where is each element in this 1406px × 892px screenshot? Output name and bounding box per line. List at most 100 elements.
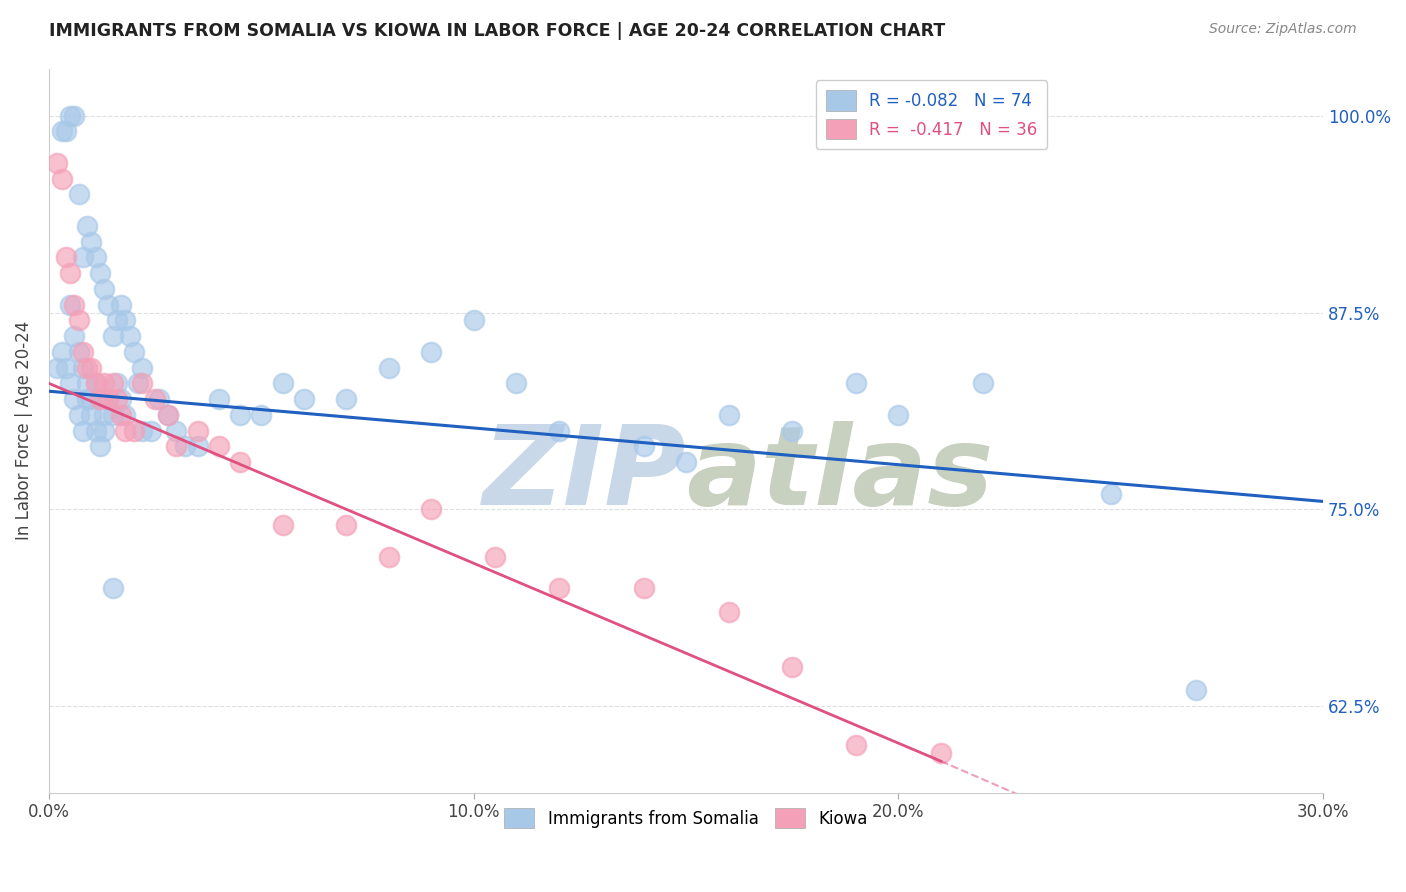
Point bbox=[63, 329, 86, 343]
Point bbox=[377, 360, 399, 375]
Point bbox=[887, 408, 910, 422]
Point bbox=[271, 518, 294, 533]
Point bbox=[845, 376, 868, 391]
Point bbox=[89, 392, 111, 406]
Point bbox=[67, 408, 90, 422]
Point bbox=[143, 392, 166, 406]
Point bbox=[51, 171, 73, 186]
Point bbox=[335, 392, 357, 406]
Text: atlas: atlas bbox=[686, 420, 994, 527]
Point bbox=[46, 156, 69, 170]
Point bbox=[271, 376, 294, 391]
Point bbox=[1184, 683, 1206, 698]
Point bbox=[84, 376, 107, 391]
Point bbox=[114, 313, 136, 327]
Point bbox=[89, 392, 111, 406]
Point bbox=[780, 424, 803, 438]
Point bbox=[84, 424, 107, 438]
Point bbox=[780, 659, 803, 673]
Point bbox=[76, 360, 98, 375]
Point bbox=[63, 109, 86, 123]
Point bbox=[97, 298, 120, 312]
Point bbox=[131, 376, 153, 391]
Point bbox=[59, 376, 82, 391]
Point bbox=[97, 392, 120, 406]
Point bbox=[118, 329, 141, 343]
Point bbox=[187, 424, 209, 438]
Point bbox=[139, 424, 162, 438]
Point bbox=[93, 282, 115, 296]
Point bbox=[187, 439, 209, 453]
Point bbox=[105, 376, 128, 391]
Point bbox=[72, 344, 94, 359]
Point bbox=[717, 605, 740, 619]
Point bbox=[80, 392, 103, 406]
Point bbox=[292, 392, 315, 406]
Point bbox=[67, 313, 90, 327]
Point bbox=[633, 581, 655, 595]
Point bbox=[131, 424, 153, 438]
Point bbox=[93, 408, 115, 422]
Point bbox=[101, 376, 124, 391]
Point bbox=[127, 376, 149, 391]
Point bbox=[59, 109, 82, 123]
Point bbox=[51, 344, 73, 359]
Point bbox=[80, 235, 103, 249]
Point bbox=[229, 455, 252, 469]
Point bbox=[101, 581, 124, 595]
Point bbox=[156, 408, 179, 422]
Point bbox=[105, 313, 128, 327]
Point bbox=[173, 439, 195, 453]
Point bbox=[80, 408, 103, 422]
Point bbox=[122, 424, 145, 438]
Point bbox=[114, 408, 136, 422]
Point bbox=[229, 408, 252, 422]
Point bbox=[76, 392, 98, 406]
Point bbox=[420, 502, 443, 516]
Point bbox=[76, 219, 98, 233]
Point bbox=[717, 408, 740, 422]
Point bbox=[84, 251, 107, 265]
Point bbox=[845, 739, 868, 753]
Point bbox=[84, 376, 107, 391]
Point bbox=[156, 408, 179, 422]
Point bbox=[208, 392, 231, 406]
Text: ZIP: ZIP bbox=[482, 420, 686, 527]
Point bbox=[165, 424, 187, 438]
Point bbox=[208, 439, 231, 453]
Point bbox=[67, 187, 90, 202]
Point bbox=[250, 408, 273, 422]
Point bbox=[101, 329, 124, 343]
Point bbox=[148, 392, 170, 406]
Text: Source: ZipAtlas.com: Source: ZipAtlas.com bbox=[1209, 22, 1357, 37]
Point bbox=[420, 344, 443, 359]
Point bbox=[59, 266, 82, 280]
Point bbox=[547, 581, 569, 595]
Point bbox=[93, 376, 115, 391]
Point bbox=[335, 518, 357, 533]
Point bbox=[114, 424, 136, 438]
Point bbox=[633, 439, 655, 453]
Point bbox=[122, 344, 145, 359]
Point bbox=[72, 360, 94, 375]
Text: IMMIGRANTS FROM SOMALIA VS KIOWA IN LABOR FORCE | AGE 20-24 CORRELATION CHART: IMMIGRANTS FROM SOMALIA VS KIOWA IN LABO… bbox=[49, 22, 945, 40]
Point bbox=[110, 298, 132, 312]
Point bbox=[463, 313, 485, 327]
Point bbox=[547, 424, 569, 438]
Legend: Immigrants from Somalia, Kiowa: Immigrants from Somalia, Kiowa bbox=[498, 801, 875, 835]
Point bbox=[63, 392, 86, 406]
Point bbox=[484, 549, 506, 564]
Point bbox=[51, 124, 73, 138]
Point bbox=[72, 424, 94, 438]
Point bbox=[1099, 486, 1122, 500]
Point bbox=[101, 408, 124, 422]
Point bbox=[55, 360, 77, 375]
Point bbox=[59, 298, 82, 312]
Point bbox=[972, 376, 994, 391]
Point bbox=[76, 376, 98, 391]
Point bbox=[80, 360, 103, 375]
Point bbox=[105, 392, 128, 406]
Point bbox=[675, 455, 697, 469]
Point bbox=[55, 124, 77, 138]
Point bbox=[929, 747, 952, 761]
